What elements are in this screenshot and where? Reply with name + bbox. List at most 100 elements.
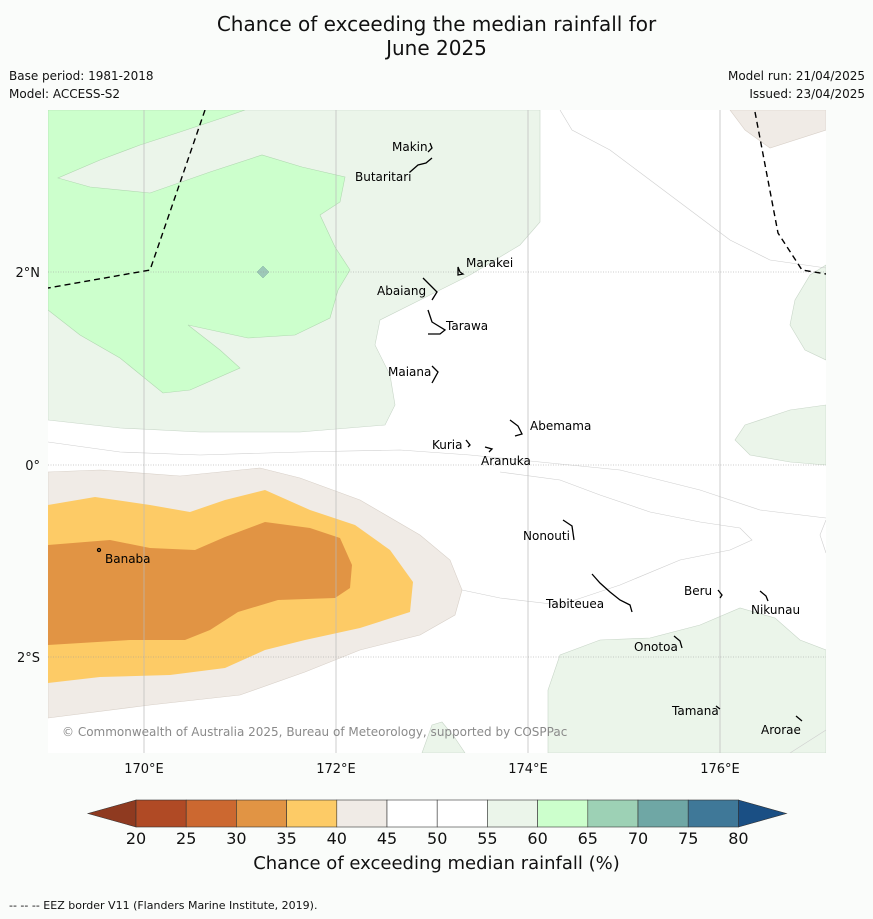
colorbar-tick-label: 75 bbox=[678, 829, 698, 848]
island-shape-maiana bbox=[431, 365, 439, 384]
colorbar-over-arrow bbox=[738, 799, 788, 828]
label-tamana: Tamana bbox=[671, 704, 719, 718]
label-maiana: Maiana bbox=[388, 365, 431, 379]
model-run: Model run: 21/04/2025 bbox=[727, 69, 865, 83]
map-area: Makin Butaritari Marakei Abaiang Tarawa … bbox=[48, 110, 826, 753]
colorbar-tick-label: 20 bbox=[126, 829, 146, 848]
axis-labels: 170°E 172°E 174°E 176°E 2°N 0° 2°S bbox=[16, 266, 740, 777]
colorbar-tick-label: 65 bbox=[578, 829, 598, 848]
contour-55-60-east-edge bbox=[789, 264, 826, 361]
contour-55-60-east bbox=[734, 404, 826, 466]
island-shape-beru bbox=[717, 589, 723, 599]
meta-left: Base period: 1981-2018 Model: ACCESS-S2 bbox=[9, 67, 154, 103]
label-makin: Makin bbox=[392, 140, 428, 154]
lon-label-170e: 170°E bbox=[124, 762, 164, 777]
contour-line-east-edge bbox=[819, 519, 826, 554]
island-shape-arorae bbox=[795, 715, 803, 722]
colorbar-segment bbox=[135, 799, 187, 828]
contour-25-30 bbox=[48, 522, 352, 645]
colorbar-title: Chance of exceeding median rainfall (%) bbox=[253, 853, 620, 874]
colorbar-tick-label: 55 bbox=[477, 829, 497, 848]
label-nikunau: Nikunau bbox=[751, 603, 800, 617]
label-arorae: Arorae bbox=[761, 723, 801, 737]
title-line-2: June 2025 bbox=[386, 36, 487, 60]
eez-border-east bbox=[754, 111, 826, 275]
issued-date: Issued: 23/04/2025 bbox=[749, 87, 865, 101]
colorbar-tick-label: 50 bbox=[427, 829, 447, 848]
colorbar-tick-label: 25 bbox=[176, 829, 196, 848]
island-shape-tamana bbox=[715, 705, 721, 710]
lat-label-2n: 2°N bbox=[16, 266, 41, 281]
island-shape-abaiang bbox=[422, 277, 438, 301]
lat-label-2s: 2°S bbox=[17, 651, 40, 666]
island-shape-aranuka bbox=[484, 446, 494, 453]
colorbar-segment bbox=[436, 799, 488, 828]
label-abemama: Abemama bbox=[530, 419, 591, 433]
island-outlines bbox=[96, 142, 803, 722]
island-labels: Makin Butaritari Marakei Abaiang Tarawa … bbox=[105, 140, 801, 737]
label-nonouti: Nonouti bbox=[523, 529, 570, 543]
label-kuria: Kuria bbox=[432, 438, 463, 452]
map-title: Chance of exceeding the median rainfall … bbox=[0, 12, 873, 60]
colorbar: 20 25 30 35 40 45 50 55 60 65 70 75 80 bbox=[86, 799, 788, 848]
contour-35-40-northeast bbox=[729, 110, 826, 149]
island-shape-butaritari bbox=[409, 157, 433, 173]
colorbar-segment bbox=[687, 799, 739, 828]
colorbar-tick-label: 30 bbox=[226, 829, 246, 848]
contour-line-southeast bbox=[789, 729, 826, 753]
colorbar-tick-label: 70 bbox=[628, 829, 648, 848]
label-beru: Beru bbox=[684, 584, 712, 598]
meta-right: Model run: 21/04/2025 Issued: 23/04/2025 bbox=[728, 67, 865, 103]
label-tabiteuea: Tabiteuea bbox=[545, 597, 604, 611]
island-shape-abemama bbox=[509, 419, 523, 437]
contour-line-45 bbox=[461, 471, 753, 606]
colorbar-tick-label: 40 bbox=[327, 829, 347, 848]
colorbar-segment bbox=[637, 799, 689, 828]
colorbar-segment bbox=[587, 799, 639, 828]
label-tarawa: Tarawa bbox=[445, 319, 488, 333]
island-shape-marakei bbox=[457, 266, 465, 276]
colorbar-tick-label: 60 bbox=[527, 829, 547, 848]
colorbar-segment bbox=[386, 799, 438, 828]
island-shape-makin bbox=[427, 142, 433, 153]
label-banaba: Banaba bbox=[105, 552, 151, 566]
footer-note: -- -- -- EEZ border V11 (Flanders Marine… bbox=[9, 899, 318, 912]
copyright-note: © Commonwealth of Australia 2025, Bureau… bbox=[62, 725, 567, 739]
label-marakei: Marakei bbox=[466, 256, 513, 270]
island-shape-tarawa bbox=[427, 309, 447, 335]
colorbar-tick-label: 45 bbox=[377, 829, 397, 848]
contour-55-60-bottom bbox=[421, 721, 466, 753]
colorbar-segment bbox=[336, 799, 388, 828]
colorbar-segment bbox=[185, 799, 237, 828]
island-shape-tabiteuea bbox=[591, 573, 633, 613]
base-period: Base period: 1981-2018 bbox=[9, 69, 154, 83]
contour-60-65 bbox=[48, 110, 351, 394]
colorbar-tick-label: 80 bbox=[728, 829, 748, 848]
label-abaiang: Abaiang bbox=[377, 284, 426, 298]
graticule bbox=[143, 110, 721, 753]
island-shape-banaba bbox=[96, 547, 102, 553]
lon-label-174e: 174°E bbox=[508, 762, 548, 777]
lon-label-172e: 172°E bbox=[316, 762, 356, 777]
colorbar-segment bbox=[286, 799, 338, 828]
island-shape-kuria bbox=[465, 439, 471, 448]
label-butaritari: Butaritari bbox=[355, 170, 412, 184]
colorbar-under-arrow bbox=[86, 799, 137, 828]
colorbar-segment bbox=[487, 799, 538, 828]
title-line-1: Chance of exceeding the median rainfall … bbox=[216, 12, 657, 36]
colorbar-segment bbox=[537, 799, 589, 828]
island-shape-onotoa bbox=[673, 635, 683, 649]
label-onotoa: Onotoa bbox=[634, 640, 678, 654]
lon-label-176e: 176°E bbox=[700, 762, 740, 777]
model-name: Model: ACCESS-S2 bbox=[9, 87, 121, 101]
parallels bbox=[48, 271, 826, 658]
colorbar-segment bbox=[236, 799, 287, 828]
island-shape-nonouti bbox=[562, 519, 575, 541]
island-shape-nikunau bbox=[759, 590, 769, 602]
label-aranuka: Aranuka bbox=[481, 454, 531, 468]
contour-line-55-upper bbox=[559, 110, 826, 269]
lat-label-0: 0° bbox=[25, 459, 40, 474]
eez-borders bbox=[48, 110, 826, 289]
colorbar-tick-label: 35 bbox=[276, 829, 296, 848]
